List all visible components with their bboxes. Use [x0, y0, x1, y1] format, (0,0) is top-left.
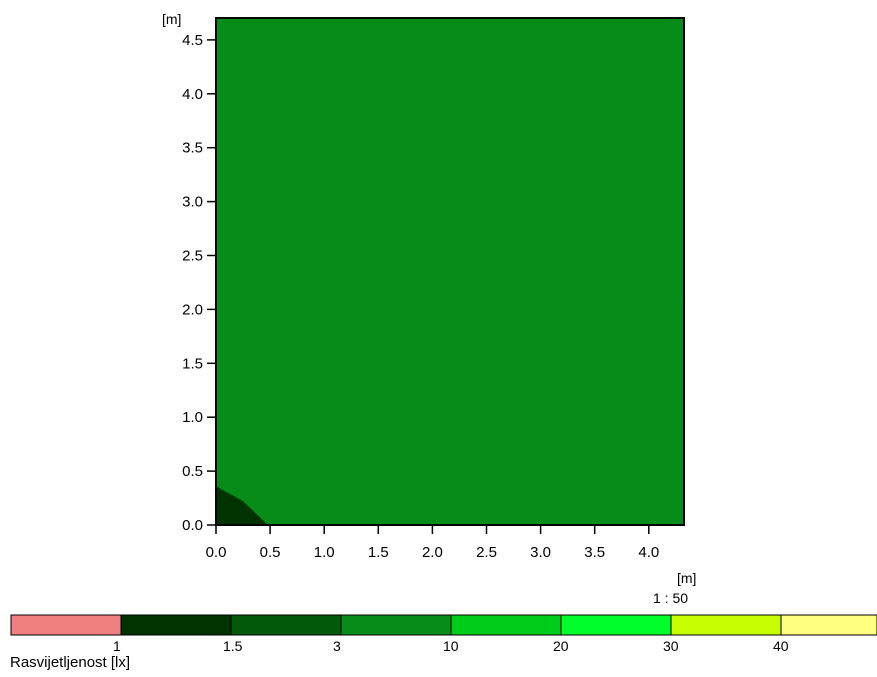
legend-swatch — [10, 614, 122, 636]
y-axis-unit: [m] — [162, 11, 181, 27]
x-tick-label: 2.0 — [422, 544, 443, 561]
isoline-region-1 — [332, 36, 465, 157]
y-tick-label: 1.5 — [182, 355, 203, 372]
y-tick-label: 4.0 — [182, 86, 203, 103]
plot-area — [216, 18, 684, 525]
legend-label: 40 — [773, 638, 789, 654]
legend-title: Rasvijetljenost [lx] — [10, 654, 131, 671]
legend-color-bar — [10, 614, 877, 636]
x-tick-label: 4.0 — [638, 544, 659, 561]
y-tick-label: 3.0 — [182, 194, 203, 211]
legend-swatch — [560, 614, 672, 636]
axes: 0.0 0.5 1.0 1.5 2.0 2.5 3.0 3.5 4.0 0.0 0.5 1.0 1.5 2… — [162, 11, 696, 606]
legend-label: 30 — [663, 638, 679, 654]
x-tick-label: 3.5 — [584, 544, 605, 561]
legend-label: 1 — [113, 638, 121, 654]
x-tick-label: 2.5 — [476, 544, 497, 561]
legend-label: 1.5 — [223, 638, 243, 654]
legend-swatch — [670, 614, 782, 636]
legend-swatch — [780, 614, 877, 636]
y-tick-label: 1.0 — [182, 409, 203, 426]
y-tick-label: 0.0 — [182, 517, 203, 534]
y-tick-label: 2.0 — [182, 301, 203, 318]
scale-label: 1 : 50 — [653, 590, 688, 606]
x-tick-label: 3.0 — [530, 544, 551, 561]
legend-label: 20 — [553, 638, 569, 654]
y-tick-label: 0.5 — [182, 463, 203, 480]
x-tick-label: 1.5 — [368, 544, 389, 561]
legend-label: 3 — [333, 638, 341, 654]
plot-frame — [215, 17, 685, 526]
isoline-region-2 — [516, 298, 682, 525]
isoline-region-0 — [216, 486, 268, 525]
x-axis-unit: [m] — [677, 570, 696, 586]
legend-swatch — [340, 614, 452, 636]
x-tick-label: 0.5 — [260, 544, 281, 561]
y-tick-label: 2.5 — [182, 248, 203, 265]
legend-swatch — [230, 614, 342, 636]
legend-swatch — [450, 614, 562, 636]
legend-label: 10 — [443, 638, 459, 654]
x-tick-label: 0.0 — [206, 544, 227, 561]
x-tick-label: 1.0 — [314, 544, 335, 561]
y-tick-label: 3.5 — [182, 140, 203, 157]
y-tick-label: 4.5 — [182, 32, 203, 49]
legend-swatch — [120, 614, 232, 636]
